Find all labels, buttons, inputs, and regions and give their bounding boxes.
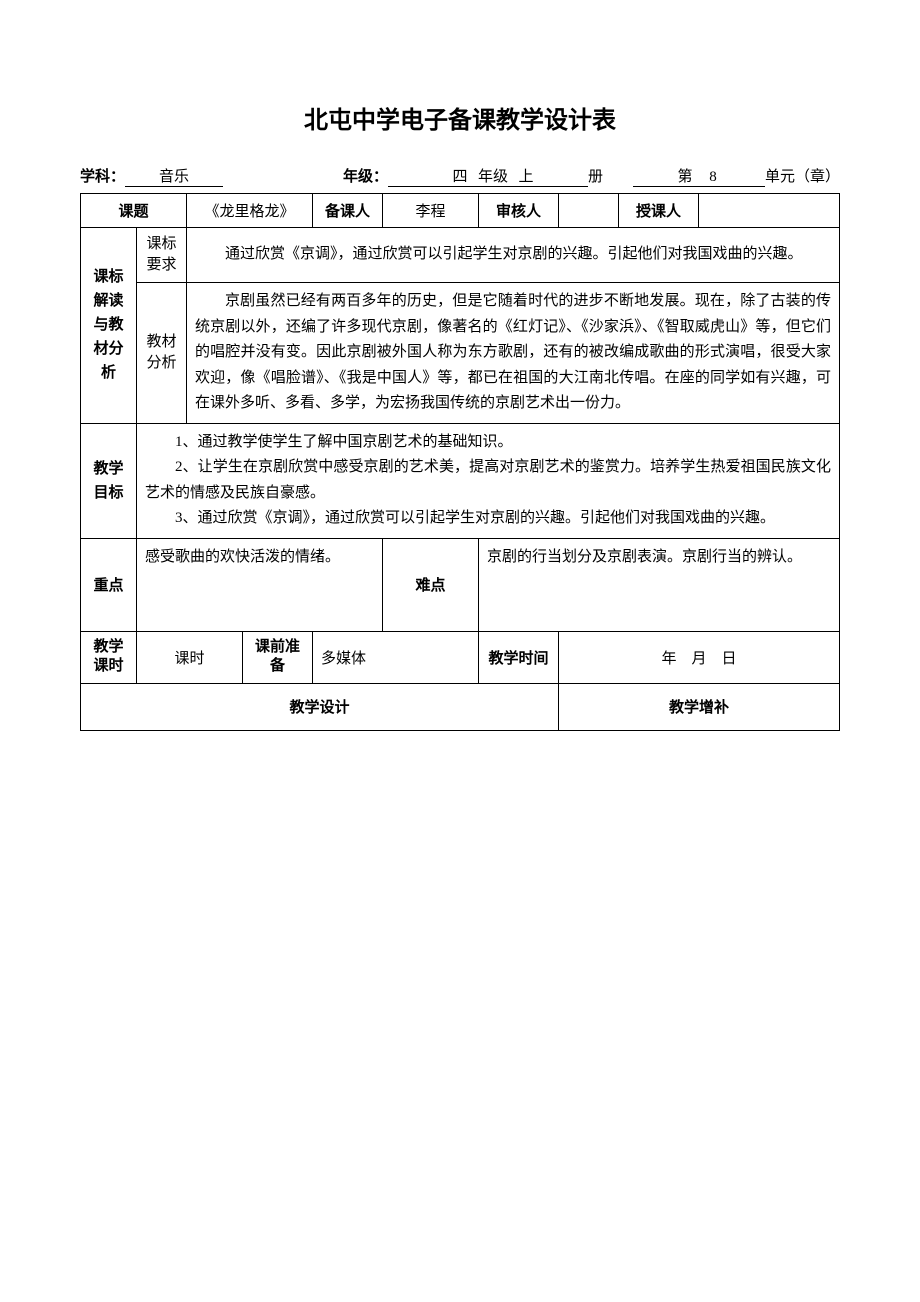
diff-text: 京剧的行当划分及京剧表演。京剧行当的辨认。	[479, 538, 840, 631]
grade-label: 年级：	[343, 165, 388, 186]
header-line: 学科： 音乐 年级： 四 年级 上 册 第 8 单元（章）	[80, 165, 840, 187]
standard-label-text: 课标要求	[145, 234, 178, 276]
diff-label: 难点	[383, 538, 479, 631]
objective-line-3: 3、通过欣赏《京调》，通过欣赏可以引起学生对京剧的兴趣。引起他们对我国戏曲的兴趣…	[145, 506, 831, 532]
material-text-content: 京剧虽然已经有两百多年的历史，但是它随着时代的进步不断地发展。现在，除了古装的传…	[195, 289, 831, 417]
preparer-label: 备课人	[313, 194, 383, 228]
subject-value: 音乐	[125, 165, 223, 187]
standard-text-content: 通过欣赏《京调》，通过欣赏可以引起学生对京剧的兴趣。引起他们对我国戏曲的兴趣。	[195, 242, 831, 268]
objective-line-1: 1、通过教学使学生了解中国京剧艺术的基础知识。	[145, 430, 831, 456]
objective-line-2: 2、让学生在京剧欣赏中感受京剧的艺术美，提高对京剧艺术的鉴赏力。培养学生热爱祖国…	[145, 455, 831, 506]
objectives-text: 1、通过教学使学生了解中国京剧艺术的基础知识。 2、让学生在京剧欣赏中感受京剧的…	[137, 423, 840, 538]
table-row: 教学目标 1、通过教学使学生了解中国京剧艺术的基础知识。 2、让学生在京剧欣赏中…	[81, 423, 840, 538]
unit-blank1	[633, 169, 671, 187]
standard-label: 课标要求	[137, 228, 187, 283]
period-value: 课时	[137, 631, 243, 683]
key-label: 重点	[81, 538, 137, 631]
table-row: 教学设计 教学增补	[81, 683, 840, 730]
unit-value: 8	[699, 169, 727, 187]
grade-blank1	[388, 169, 446, 187]
objectives-label-text: 教学目标	[89, 457, 128, 505]
grade-value: 四	[446, 165, 474, 187]
grade-suffix1: 年级	[474, 165, 512, 187]
page-title: 北屯中学电子备课教学设计表	[80, 100, 840, 135]
unit-suffix: 单元（章）	[765, 165, 840, 186]
reviewer-value	[559, 194, 619, 228]
standard-text: 通过欣赏《京调》，通过欣赏可以引起学生对京剧的兴趣。引起他们对我国戏曲的兴趣。	[187, 228, 840, 283]
interpretation-label: 课标解读与教材分析	[81, 228, 137, 424]
table-row: 课标解读与教材分析 课标要求 通过欣赏《京调》，通过欣赏可以引起学生对京剧的兴趣…	[81, 228, 840, 283]
period-label: 教学课时	[81, 631, 137, 683]
topic-label: 课题	[81, 194, 187, 228]
prep-value: 多媒体	[313, 631, 479, 683]
supplement-label: 教学增补	[559, 683, 840, 730]
page: 北屯中学电子备课教学设计表 学科： 音乐 年级： 四 年级 上 册 第 8 单元…	[0, 0, 920, 1302]
reviewer-label: 审核人	[479, 194, 559, 228]
key-text: 感受歌曲的欢快活泼的情绪。	[137, 538, 383, 631]
interpretation-label-text: 课标解读与教材分析	[89, 265, 128, 385]
design-label: 教学设计	[81, 683, 559, 730]
term-suffix: 册	[588, 165, 603, 186]
main-table: 课题 《龙里格龙》 备课人 李程 审核人 授课人 课标解读与教材分析 课标要求 …	[80, 193, 840, 731]
teacher-value	[699, 194, 840, 228]
unit-blank2	[727, 169, 765, 187]
table-row: 重点 感受歌曲的欢快活泼的情绪。 难点 京剧的行当划分及京剧表演。京剧行当的辨认…	[81, 538, 840, 631]
term-blank	[540, 169, 588, 187]
prep-label-text: 课前准备	[251, 638, 304, 677]
prep-label: 课前准备	[243, 631, 313, 683]
table-row: 教学课时 课时 课前准备 多媒体 教学时间 年 月 日	[81, 631, 840, 683]
time-value: 年 月 日	[559, 631, 840, 683]
topic-value: 《龙里格龙》	[187, 194, 313, 228]
time-label: 教学时间	[479, 631, 559, 683]
period-label-text: 教学课时	[89, 638, 128, 677]
material-text: 京剧虽然已经有两百多年的历史，但是它随着时代的进步不断地发展。现在，除了古装的传…	[187, 283, 840, 424]
objectives-label: 教学目标	[81, 423, 137, 538]
material-label-text: 教材分析	[145, 332, 178, 374]
subject-label: 学科：	[80, 165, 125, 186]
teacher-label: 授课人	[619, 194, 699, 228]
preparer-value: 李程	[383, 194, 479, 228]
table-row: 课题 《龙里格龙》 备课人 李程 审核人 授课人	[81, 194, 840, 228]
table-row: 教材分析 京剧虽然已经有两百多年的历史，但是它随着时代的进步不断地发展。现在，除…	[81, 283, 840, 424]
unit-prefix: 第	[671, 165, 699, 187]
term-value: 上	[512, 165, 540, 187]
material-label: 教材分析	[137, 283, 187, 424]
